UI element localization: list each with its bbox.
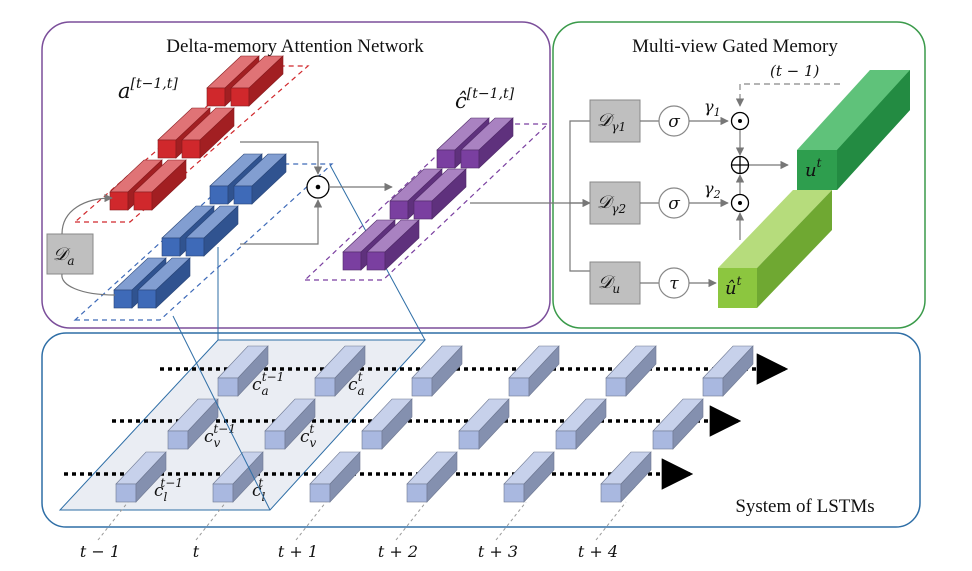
lstm-cell xyxy=(652,398,704,450)
lstm-cell xyxy=(508,345,560,397)
dg1-label: 𝒟γ1 xyxy=(597,110,626,134)
lstm-cell xyxy=(702,345,754,397)
dg2-box xyxy=(589,181,641,225)
lstm-flow-arrows xyxy=(64,353,789,490)
lstm-cell xyxy=(600,451,652,503)
mgm-title: Multi-view Gated Memory xyxy=(632,36,838,57)
tau-label: τ xyxy=(669,274,679,294)
input-block xyxy=(233,153,287,205)
cell-label-cl-prev: clt−1 xyxy=(154,476,183,504)
lstm-cell xyxy=(264,398,316,450)
dg2-label: 𝒟γ2 xyxy=(597,192,626,216)
arrow-a-to-odot xyxy=(240,141,323,175)
c-hat-block xyxy=(366,219,420,271)
a-label: a[t−1,t] xyxy=(118,76,178,103)
a-block xyxy=(230,55,284,107)
mgm-bracket xyxy=(569,120,590,272)
timeline-label: t − 1 xyxy=(80,542,120,561)
gamma1-label: γ1 xyxy=(704,97,721,119)
lstm-cell xyxy=(406,451,458,503)
arrow-feedback xyxy=(735,83,840,107)
c-hat-label: ĉ[t−1,t] xyxy=(455,86,515,113)
cell-label-cv-prev: cvt−1 xyxy=(204,422,236,450)
input-block xyxy=(185,205,239,257)
u-hat-label: ût xyxy=(725,274,742,299)
lstm-cell xyxy=(217,345,269,397)
memory-input-blocks xyxy=(113,153,287,309)
timeline-label: t xyxy=(193,542,200,561)
timeline-label: t + 1 xyxy=(278,542,318,561)
lstm-cell xyxy=(309,451,361,503)
cell-label-ca-prev: cat−1 xyxy=(252,370,284,398)
lstm-cell xyxy=(167,398,219,450)
lstm-panel xyxy=(41,332,921,528)
c-hat-blocks xyxy=(342,117,514,271)
odot-dman-dot xyxy=(315,184,321,190)
input-block xyxy=(137,257,191,309)
time-guide xyxy=(97,501,129,541)
timeline-label: t + 3 xyxy=(478,542,518,561)
dman-panel xyxy=(41,21,551,329)
lstm-cell xyxy=(605,345,657,397)
timeline: t − 1 t t + 1 t + 2 t + 3 t + 4 xyxy=(80,542,618,561)
lstm-cells xyxy=(115,345,754,503)
du-label: 𝒟u xyxy=(598,272,620,296)
lstm-cell xyxy=(115,451,167,503)
lstm-cell xyxy=(212,451,264,503)
a-block xyxy=(181,107,235,159)
lstm-cell xyxy=(411,345,463,397)
sigma-2-label: σ xyxy=(668,194,680,214)
mgm-panel xyxy=(552,21,926,329)
cell-label-ca-cur: cat xyxy=(348,370,365,398)
du-box xyxy=(589,261,641,305)
arrow-input-to-da xyxy=(61,273,116,296)
t-minus-1-label: (t − 1) xyxy=(770,62,820,80)
time-guide xyxy=(595,501,627,541)
da-label: 𝒟a xyxy=(53,244,75,268)
arrow-input-to-odot xyxy=(240,199,323,245)
lstm-cell xyxy=(458,398,510,450)
dg1-box xyxy=(589,99,641,143)
time-guide xyxy=(295,501,327,541)
u-memory-block xyxy=(797,70,910,190)
u-hat-block xyxy=(718,190,832,308)
timeline-label: t + 4 xyxy=(578,542,618,561)
c-hat-block xyxy=(460,117,514,169)
time-guide xyxy=(195,501,227,541)
a-block xyxy=(133,159,187,211)
sigma-1-label: σ xyxy=(668,112,680,132)
gamma2-label: γ2 xyxy=(704,179,721,201)
dman-title: Delta-memory Attention Network xyxy=(166,36,424,57)
time-guides xyxy=(97,501,627,541)
cell-label-cv-cur: cvt xyxy=(300,422,317,450)
a-attention-blocks xyxy=(109,55,284,211)
arrow-da-to-a xyxy=(61,193,113,235)
lstm-title: System of LSTMs xyxy=(735,496,874,517)
timeline-label: t + 2 xyxy=(378,542,418,561)
c-hat-block xyxy=(413,168,467,220)
time-guide xyxy=(395,501,427,541)
lstm-cell xyxy=(314,345,366,397)
lstm-cell xyxy=(361,398,413,450)
lstm-cell xyxy=(555,398,607,450)
time-guide xyxy=(495,501,527,541)
da-box xyxy=(46,233,94,275)
lstm-cell xyxy=(503,451,555,503)
u-label: ut xyxy=(805,156,822,181)
